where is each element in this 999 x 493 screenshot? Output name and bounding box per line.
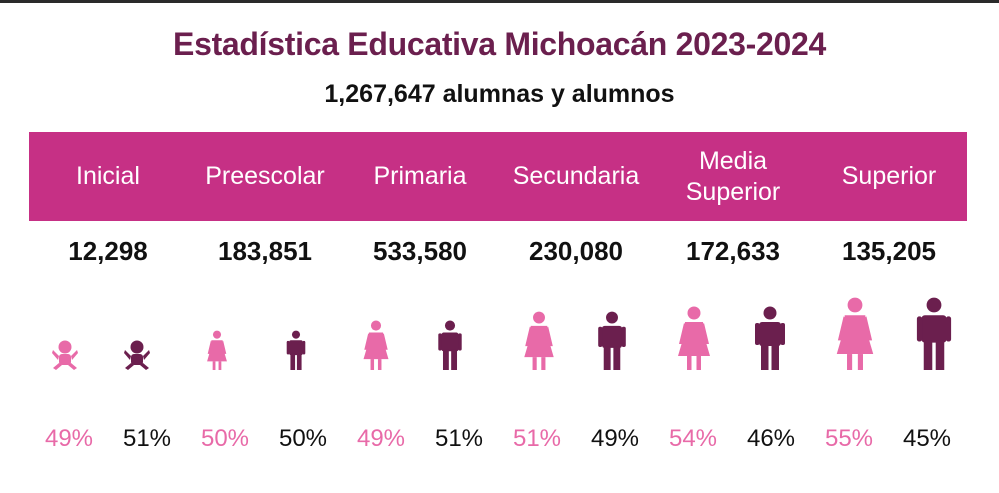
female-percentage: 49%	[44, 425, 94, 452]
category-label-line: Superior	[685, 177, 781, 206]
category-label: Primaria	[345, 132, 495, 221]
category-band	[29, 132, 967, 221]
boy-icon	[438, 320, 462, 370]
female-percentage: 54%	[668, 425, 718, 452]
chart-subtitle: 1,267,647 alumnas y alumnos	[324, 80, 675, 108]
category-total: 12,298	[68, 236, 148, 266]
girl-icon	[363, 320, 389, 370]
category-label-line: Inicial	[76, 162, 140, 190]
category-label: Superior	[814, 132, 964, 221]
category-label: Inicial	[33, 132, 183, 221]
girl-icon	[836, 297, 874, 370]
male-percentage: 51%	[434, 425, 484, 452]
female-percentage: 55%	[824, 425, 874, 452]
boy-icon	[598, 311, 626, 370]
category-label: Media Superior	[658, 132, 808, 221]
boy-icon	[286, 330, 306, 370]
category-total: 172,633	[686, 236, 780, 266]
girl-icon	[207, 330, 227, 370]
girl-icon	[524, 311, 554, 370]
category-label-line: Media	[698, 146, 768, 175]
male-percentage: 46%	[746, 425, 796, 452]
chart-title: Estadística Educativa Michoacán 2023-202…	[173, 26, 826, 62]
girl-icon	[52, 340, 78, 370]
category-label-line: Preescolar	[205, 162, 325, 190]
boy-icon	[916, 297, 952, 370]
male-percentage: 51%	[122, 425, 172, 452]
female-percentage: 49%	[356, 425, 406, 452]
male-percentage: 45%	[902, 425, 952, 452]
category-total: 183,851	[218, 236, 312, 266]
category-total: 533,580	[373, 236, 467, 266]
category-label-line: Superior	[841, 162, 937, 190]
boy-icon	[755, 306, 785, 370]
category-label: Preescolar	[190, 132, 340, 221]
category-total: 135,205	[842, 236, 936, 266]
male-percentage: 50%	[278, 425, 328, 452]
girl-icon	[678, 306, 710, 370]
male-percentage: 49%	[590, 425, 640, 452]
top-border	[0, 0, 999, 3]
category-label: Secundaria	[501, 132, 651, 221]
female-percentage: 50%	[200, 425, 250, 452]
category-label-line: Secundaria	[512, 162, 640, 190]
category-total: 230,080	[529, 236, 623, 266]
category-label-line: Primaria	[373, 162, 467, 190]
female-percentage: 51%	[512, 425, 562, 452]
boy-icon	[124, 340, 150, 370]
